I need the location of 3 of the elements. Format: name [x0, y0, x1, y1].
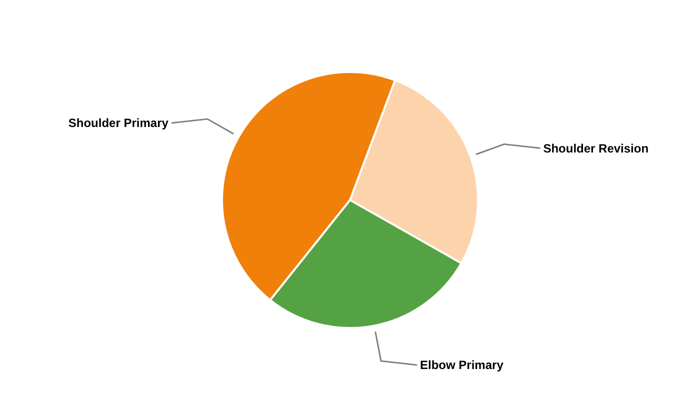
slice-label: Shoulder Primary [68, 116, 169, 130]
slice-label: Elbow Primary [420, 358, 504, 372]
slice-label: Shoulder Revision [543, 141, 649, 156]
